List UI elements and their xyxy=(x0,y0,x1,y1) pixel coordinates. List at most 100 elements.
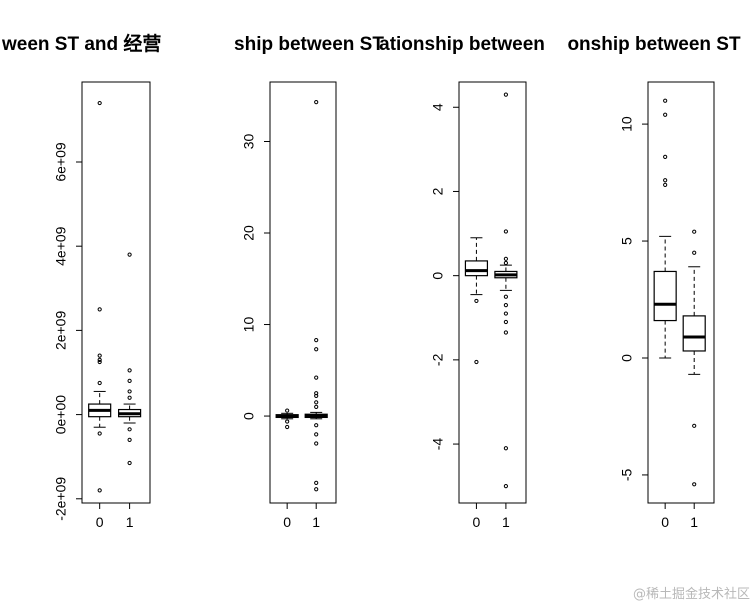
box xyxy=(682,315,706,352)
outlier-point xyxy=(503,446,508,451)
box-group-0 xyxy=(464,237,489,365)
panel-4-title: onship between ST xyxy=(567,34,741,55)
y-tick-label: -2e+09 xyxy=(53,477,69,521)
outlier-point xyxy=(503,294,508,299)
y-tick-label: 6e+09 xyxy=(53,142,69,182)
outlier-point xyxy=(692,229,697,234)
box-group-0 xyxy=(88,100,112,493)
y-tick-label: 0 xyxy=(619,354,635,362)
y-tick-label: 4e+09 xyxy=(53,226,69,266)
panel-titles: ween ST and 经营 ship between ST ationship… xyxy=(1,32,741,55)
y-tick-label: 0e+00 xyxy=(53,395,69,435)
outlier-point xyxy=(503,229,508,234)
outlier-point xyxy=(503,311,508,316)
outlier-point xyxy=(503,303,508,308)
outlier-point xyxy=(127,437,132,442)
outlier-point xyxy=(127,395,132,400)
outlier-point xyxy=(663,112,668,117)
box-group-1 xyxy=(494,92,518,489)
outlier-point xyxy=(314,337,319,343)
y-tick-label: 30 xyxy=(241,133,257,149)
panel-2-title: ship between ST xyxy=(234,34,384,55)
outlier-point xyxy=(503,92,508,97)
box-group-1 xyxy=(117,252,142,466)
y-tick-label: 20 xyxy=(241,225,257,241)
outlier-point xyxy=(663,182,668,188)
outlier-point xyxy=(663,178,668,183)
outlier-point xyxy=(474,298,479,304)
outlier-point xyxy=(285,419,290,424)
x-tick-label: 0 xyxy=(96,514,104,530)
panel-1-title: ween ST and 经营 xyxy=(1,32,161,55)
box-group-0 xyxy=(275,408,299,430)
x-tick-label: 1 xyxy=(502,514,510,530)
outlier-point xyxy=(314,404,319,410)
outlier-point xyxy=(127,389,132,394)
outlier-point xyxy=(127,368,132,373)
x-tick-label: 0 xyxy=(661,514,669,530)
outlier-point xyxy=(97,353,102,358)
outlier-point xyxy=(314,375,319,380)
y-tick-label: 10 xyxy=(619,116,635,132)
outlier-point xyxy=(127,378,132,384)
y-tick-label: 5 xyxy=(619,237,635,245)
outlier-point xyxy=(314,487,319,492)
y-tick-label: -4 xyxy=(430,438,446,451)
y-tick-label: 2e+09 xyxy=(53,311,69,351)
outlier-point xyxy=(314,432,319,437)
y-tick-label: 0 xyxy=(241,412,257,420)
box xyxy=(653,270,677,322)
outlier-point xyxy=(314,423,319,428)
panel-1: -2e+09 0e+00 2e+09 4e+09 6e+09 0 1 xyxy=(53,81,151,530)
outlier-point xyxy=(314,100,319,105)
outlier-point xyxy=(663,98,668,103)
watermark: @稀土掘金技术社区 xyxy=(632,587,750,602)
plot-frame xyxy=(458,81,527,504)
outlier-point xyxy=(97,359,102,365)
x-tick-label: 0 xyxy=(283,514,291,530)
outlier-point xyxy=(127,427,132,432)
box-group-1 xyxy=(682,229,706,487)
outlier-point xyxy=(663,154,668,159)
box-group-1 xyxy=(304,100,328,492)
outlier-point xyxy=(314,393,319,399)
y-tick-label: 2 xyxy=(430,187,446,195)
y-tick-label: 0 xyxy=(430,272,446,280)
outlier-point xyxy=(503,260,508,266)
panel-3: -4 -2 0 2 4 0 1 xyxy=(430,81,527,530)
outlier-point xyxy=(97,380,102,386)
outlier-point xyxy=(97,488,102,493)
plot-frame xyxy=(269,81,337,504)
y-tick-label: 10 xyxy=(241,317,257,333)
outlier-point xyxy=(503,256,508,261)
y-tick-label: -5 xyxy=(619,468,635,481)
x-tick-label: 1 xyxy=(690,514,698,530)
outlier-point xyxy=(503,330,508,335)
outlier-point xyxy=(97,357,102,362)
plot-frame xyxy=(647,81,715,504)
y-tick-label: 4 xyxy=(430,103,446,111)
panel-4: -5 0 5 10 0 1 xyxy=(619,81,715,530)
x-tick-label: 1 xyxy=(312,514,320,530)
outlier-point xyxy=(503,319,508,325)
outlier-point xyxy=(692,250,697,255)
outlier-point xyxy=(692,482,697,487)
outlier-point xyxy=(503,484,508,489)
box-group-0 xyxy=(653,98,677,359)
x-tick-label: 0 xyxy=(473,514,481,530)
outlier-point xyxy=(474,359,479,365)
outlier-point xyxy=(97,431,102,436)
outlier-point xyxy=(314,480,319,485)
outlier-point xyxy=(692,423,697,428)
panel-3-title: ationship between xyxy=(379,34,545,55)
outlier-point xyxy=(97,100,102,106)
x-tick-label: 1 xyxy=(126,514,134,530)
outlier-point xyxy=(127,252,132,257)
outlier-point xyxy=(285,408,290,413)
outlier-point xyxy=(127,460,132,466)
outlier-point xyxy=(285,424,290,430)
outlier-point xyxy=(314,441,319,446)
plot-frame xyxy=(81,81,151,504)
